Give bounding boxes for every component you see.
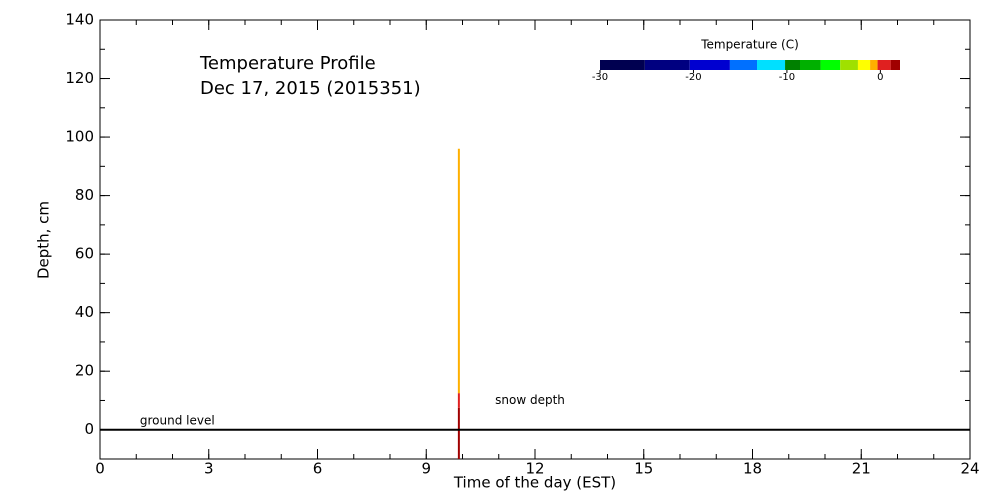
x-tick-label: 9 bbox=[421, 460, 431, 478]
colorbar-bin bbox=[820, 60, 841, 70]
colorbar-tick-label: -10 bbox=[779, 72, 795, 83]
colorbar-bin bbox=[890, 60, 900, 70]
colorbar-tick-label: -20 bbox=[685, 72, 701, 83]
colorbar-bin bbox=[757, 60, 786, 70]
y-tick-label: 140 bbox=[65, 11, 94, 29]
y-tick-label: 40 bbox=[75, 303, 94, 321]
y-tick-label: 120 bbox=[65, 69, 94, 87]
colorbar-bin bbox=[644, 60, 690, 70]
x-tick-label: 21 bbox=[852, 460, 871, 478]
colorbar-label: Temperature (C) bbox=[700, 38, 799, 52]
plot-frame bbox=[99, 19, 971, 460]
x-tick-label: 6 bbox=[313, 460, 323, 478]
annotation: snow depth bbox=[495, 393, 565, 407]
x-axis-label: Time of the day (EST) bbox=[453, 474, 616, 492]
x-tick-label: 12 bbox=[525, 460, 544, 478]
chart-subtitle: Dec 17, 2015 (2015351) bbox=[200, 78, 421, 99]
chart-title: Temperature Profile bbox=[199, 53, 376, 74]
colorbar-bin bbox=[800, 60, 821, 70]
y-axis-label: Depth, cm bbox=[35, 201, 53, 279]
x-tick-label: 0 bbox=[95, 460, 105, 478]
colorbar-bin bbox=[785, 60, 800, 70]
y-tick-label: 60 bbox=[75, 245, 94, 263]
y-tick-label: 80 bbox=[75, 186, 94, 204]
colorbar-bin bbox=[689, 60, 730, 70]
colorbar-bin bbox=[840, 60, 858, 70]
y-tick-label: 20 bbox=[75, 362, 94, 380]
colorbar-bin bbox=[870, 60, 878, 70]
x-tick-label: 3 bbox=[204, 460, 214, 478]
x-tick-label: 24 bbox=[960, 460, 979, 478]
annotation: ground level bbox=[140, 413, 215, 427]
y-tick-label: 0 bbox=[84, 420, 94, 438]
colorbar-bin bbox=[729, 60, 758, 70]
colorbar-bin bbox=[877, 60, 891, 70]
x-tick-label: 15 bbox=[634, 460, 653, 478]
y-tick-label: 100 bbox=[65, 128, 94, 146]
colorbar-tick-label: -30 bbox=[592, 72, 608, 83]
colorbar-bin bbox=[600, 60, 645, 70]
colorbar-bin bbox=[857, 60, 871, 70]
x-tick-label: 18 bbox=[743, 460, 762, 478]
colorbar-tick-label: 0 bbox=[877, 72, 883, 83]
